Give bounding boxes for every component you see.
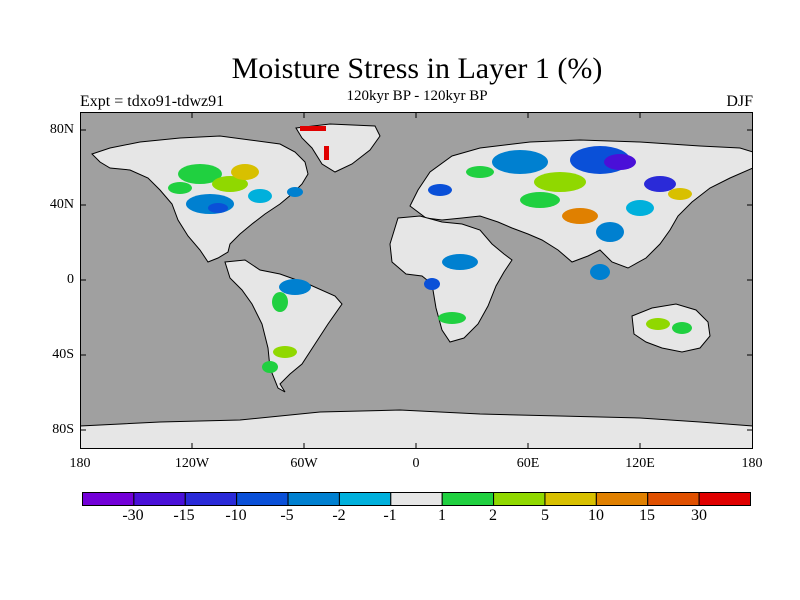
colorbar-label: -1 (383, 507, 397, 524)
lon-label-0: 0 (412, 456, 420, 471)
australia (631, 303, 711, 353)
colorbar-box (390, 492, 443, 506)
map-title: Moisture Stress in Layer 1 (%) (231, 52, 603, 85)
colorbar-box (698, 492, 751, 506)
colorbar-box (287, 492, 340, 506)
colorbar-label: -5 (280, 507, 294, 524)
lon-label-120e: 120E (625, 456, 655, 471)
colorbar (82, 492, 751, 506)
lon-label-180w: 180 (69, 456, 91, 471)
colorbar-label: 30 (691, 507, 707, 524)
colorbar-box (595, 492, 649, 506)
africa (389, 215, 513, 343)
colorbar-label: 2 (489, 507, 497, 524)
season-label: DJF (726, 93, 753, 110)
greenland (295, 123, 381, 173)
colorbar-label: -30 (122, 507, 144, 524)
lon-label-120w: 120W (174, 456, 210, 471)
lon-label-180e: 180 (741, 456, 763, 471)
axis-ticks (80, 112, 753, 449)
colorbar-box (544, 492, 597, 506)
map-subtitle: 120kyr BP - 120kyr BP (346, 88, 488, 104)
antarctica (80, 409, 753, 449)
colorbar-box (133, 492, 186, 506)
lat-label-40s: 40S (52, 347, 74, 362)
lat-label-40n: 40N (49, 197, 74, 212)
colorbar-label: -15 (173, 507, 195, 524)
colorbar-label: 5 (541, 507, 549, 524)
colorbar-label: -10 (225, 507, 247, 524)
experiment-label: Expt = tdxo91-tdwz91 (80, 93, 225, 110)
colorbar-box (82, 492, 135, 506)
colorbar-box (338, 492, 392, 506)
lon-label-60e: 60E (516, 456, 540, 471)
map-panel (80, 112, 753, 449)
colorbar-box (441, 492, 495, 506)
colorbar-box (184, 492, 238, 506)
anomaly-patches (168, 126, 692, 373)
colorbar-label: 15 (639, 507, 655, 524)
lon-label-60w: 60W (290, 456, 318, 471)
south-america (224, 259, 343, 393)
colorbar-box (493, 492, 546, 506)
lat-label-80s: 80S (52, 422, 74, 437)
colorbar-label: 1 (438, 507, 446, 524)
eurasia (409, 139, 753, 269)
lat-label-80n: 80N (49, 122, 74, 137)
colorbar-box (647, 492, 700, 506)
colorbar-label: -2 (332, 507, 346, 524)
colorbar-label: 10 (588, 507, 604, 524)
colorbar-box (236, 492, 289, 506)
lat-label-0: 0 (67, 272, 74, 287)
